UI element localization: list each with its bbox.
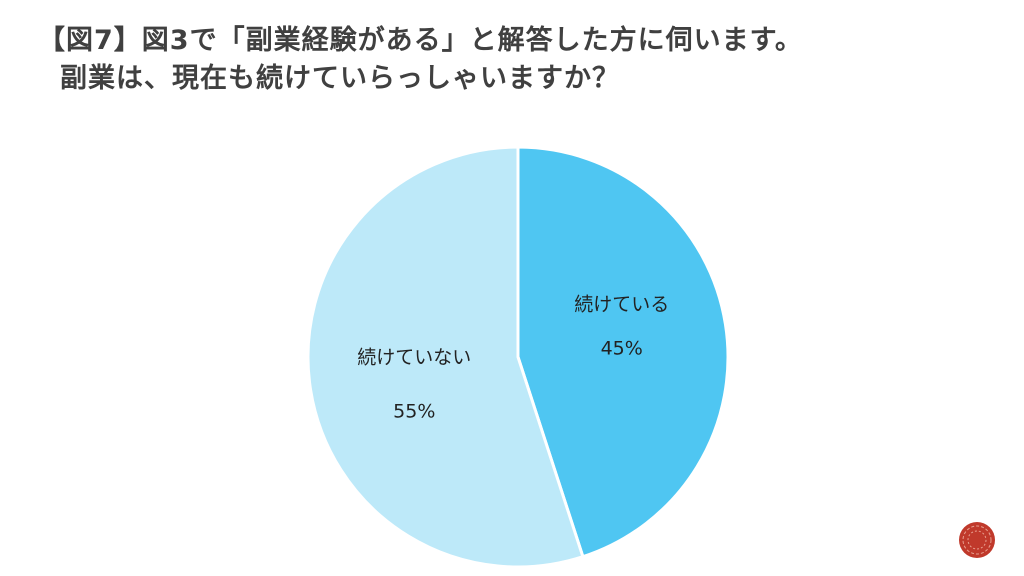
title-line-2: 副業は、現在も続けていらっしゃいますか？ [60,63,620,94]
slice-label-0: 続けている [574,294,669,316]
pie-slice-0 [516,145,730,559]
decorative-circle-icon [959,522,995,558]
slice-value-label-0: 45% [601,338,643,360]
pie-slice-1 [306,145,585,569]
title-line-1: 【図7】図3で「副業経験がある」と解答した方に伺います。 [38,25,803,56]
slice-value-label-1: 55% [393,400,435,422]
slice-label-1: 続けていない [357,346,471,368]
slide-title: 【図7】図3で「副業経験がある」と解答した方に伺います。 副業は、現在も続けてい… [38,22,803,98]
